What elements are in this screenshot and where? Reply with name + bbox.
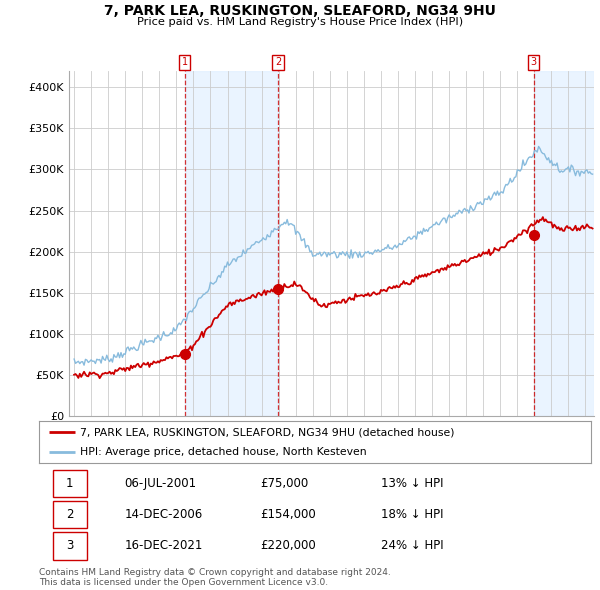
Text: 7, PARK LEA, RUSKINGTON, SLEAFORD, NG34 9HU (detached house): 7, PARK LEA, RUSKINGTON, SLEAFORD, NG34 … [80, 427, 455, 437]
Text: 16-DEC-2021: 16-DEC-2021 [125, 539, 203, 552]
Text: £75,000: £75,000 [260, 477, 308, 490]
Bar [533, 71, 594, 416]
FancyBboxPatch shape [53, 532, 87, 559]
Text: HPI: Average price, detached house, North Kesteven: HPI: Average price, detached house, Nort… [80, 447, 367, 457]
Text: Price paid vs. HM Land Registry's House Price Index (HPI): Price paid vs. HM Land Registry's House … [137, 17, 463, 27]
Text: £220,000: £220,000 [260, 539, 316, 552]
Text: 1: 1 [66, 477, 74, 490]
Text: Contains HM Land Registry data © Crown copyright and database right 2024.
This d: Contains HM Land Registry data © Crown c… [39, 568, 391, 587]
Text: £154,000: £154,000 [260, 508, 316, 522]
Text: 06-JUL-2001: 06-JUL-2001 [125, 477, 197, 490]
Text: 18% ↓ HPI: 18% ↓ HPI [381, 508, 444, 522]
Text: 14-DEC-2006: 14-DEC-2006 [125, 508, 203, 522]
Text: 7, PARK LEA, RUSKINGTON, SLEAFORD, NG34 9HU: 7, PARK LEA, RUSKINGTON, SLEAFORD, NG34 … [104, 4, 496, 18]
Text: 13% ↓ HPI: 13% ↓ HPI [381, 477, 444, 490]
Bar [185, 71, 278, 416]
Text: 3: 3 [530, 57, 537, 67]
FancyBboxPatch shape [53, 470, 87, 497]
Text: 1: 1 [182, 57, 188, 67]
Text: 3: 3 [66, 539, 74, 552]
Text: 2: 2 [275, 57, 281, 67]
Text: 2: 2 [66, 508, 74, 522]
Text: 24% ↓ HPI: 24% ↓ HPI [381, 539, 444, 552]
FancyBboxPatch shape [53, 501, 87, 529]
